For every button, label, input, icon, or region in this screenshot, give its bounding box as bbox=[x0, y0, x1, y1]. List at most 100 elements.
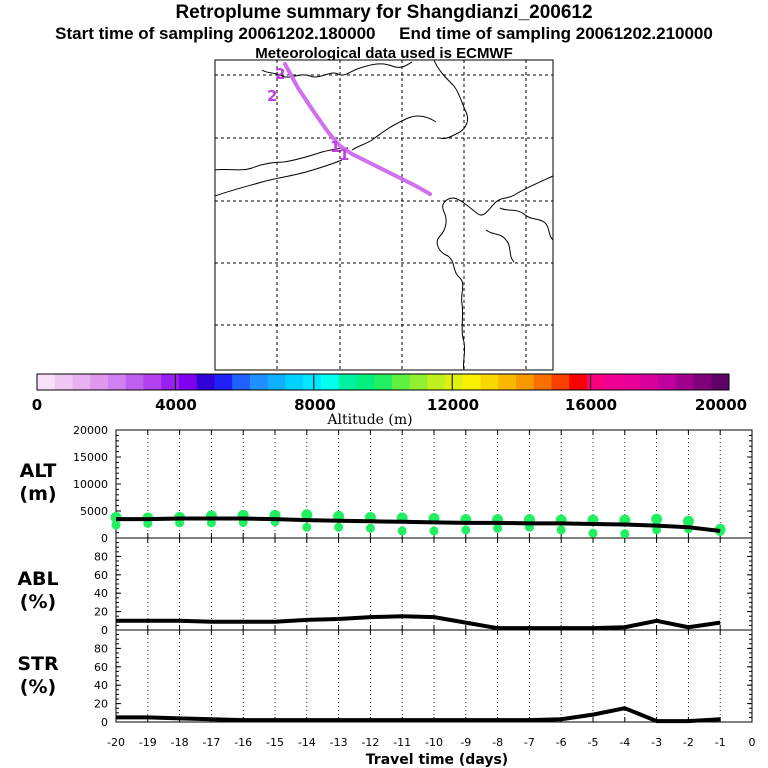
colorbar-swatch bbox=[125, 374, 144, 390]
map-graticule bbox=[215, 60, 553, 370]
colorbar-swatch bbox=[462, 374, 482, 390]
y-tick-label: 0 bbox=[101, 624, 108, 637]
altitude-point bbox=[175, 518, 185, 528]
x-tick-label: -3 bbox=[651, 736, 662, 749]
altitude-point bbox=[493, 523, 503, 533]
y-tick-label: 0 bbox=[101, 532, 108, 545]
colorbar-swatch bbox=[640, 374, 659, 390]
x-tick-label: -16 bbox=[234, 736, 252, 749]
trajectory-marker: 1 bbox=[339, 146, 349, 164]
colorbar-swatch bbox=[143, 374, 162, 390]
alt-unit-label: (m) bbox=[19, 483, 56, 505]
x-tick-label: -10 bbox=[425, 736, 443, 749]
colorbar-swatch bbox=[516, 374, 535, 390]
x-tick-label: 0 bbox=[749, 736, 756, 749]
colorbar-swatch bbox=[214, 374, 233, 390]
sampling-times: Start time of sampling 20061202.180000 E… bbox=[0, 24, 768, 44]
x-axis-title: Travel time (days) bbox=[366, 752, 508, 768]
x-tick-label: -2 bbox=[683, 736, 694, 749]
colorbar-swatch bbox=[232, 374, 251, 390]
x-tick-label: -20 bbox=[107, 736, 125, 749]
colorbar-swatch bbox=[409, 374, 428, 390]
alt-series-line bbox=[116, 516, 721, 533]
colorbar-swatch bbox=[569, 374, 588, 390]
colorbar-tick: 4000 bbox=[155, 396, 197, 414]
trajectory-markers: 2 2 1 1 bbox=[267, 65, 349, 164]
colorbar-swatch bbox=[303, 374, 322, 390]
x-tick-label: -8 bbox=[492, 736, 503, 749]
altitude-point bbox=[620, 529, 630, 539]
colorbar-swatch bbox=[604, 374, 624, 390]
altitude-point bbox=[588, 528, 598, 538]
map-panel: 2 2 1 1 bbox=[214, 59, 554, 371]
altitude-point bbox=[556, 525, 566, 535]
sampling-start: Start time of sampling 20061202.180000 bbox=[55, 24, 376, 43]
colorbar-swatch bbox=[675, 374, 695, 390]
x-tick-label: -14 bbox=[298, 736, 316, 749]
coastline-north bbox=[261, 61, 413, 78]
colorbar-swatch bbox=[285, 374, 304, 390]
y-tick-label: 60 bbox=[94, 569, 108, 582]
y-tick-label: 80 bbox=[94, 642, 108, 655]
chart-title: Retroplume summary for Shangdianzi_20061… bbox=[175, 2, 593, 23]
colorbar-swatch bbox=[178, 374, 198, 390]
colorbar-swatch bbox=[374, 374, 393, 390]
trajectory-marker: 1 bbox=[330, 138, 340, 156]
y-tick-label: 40 bbox=[94, 679, 108, 692]
altitude-point bbox=[206, 518, 216, 528]
colorbar-swatch bbox=[711, 374, 730, 390]
altitude-point bbox=[365, 523, 375, 533]
y-tick-label: 0 bbox=[101, 716, 108, 729]
colorbar-tick: 8000 bbox=[294, 396, 336, 414]
y-tick-label: 20 bbox=[94, 606, 108, 619]
colorbar-tick: 0 bbox=[32, 396, 42, 414]
sampling-end: End time of sampling 20061202.210000 bbox=[399, 24, 713, 43]
colorbar-swatch bbox=[391, 374, 411, 390]
y-tick-label: 60 bbox=[94, 661, 108, 674]
altitude-point bbox=[682, 515, 694, 527]
altitude-point bbox=[397, 526, 407, 536]
x-tick-label: -13 bbox=[330, 736, 348, 749]
str-series-line bbox=[116, 706, 721, 724]
altitude-point bbox=[651, 513, 663, 525]
colorbar-swatch bbox=[72, 374, 91, 390]
coastline-east bbox=[436, 175, 554, 371]
colorbar-swatch bbox=[551, 374, 570, 390]
abl-panel-label: ABL bbox=[17, 568, 58, 590]
colorbar-swatch bbox=[498, 374, 517, 390]
colorbar-swatch bbox=[54, 374, 73, 390]
abl-unit-label: (%) bbox=[20, 591, 56, 613]
str-unit-label: (%) bbox=[20, 676, 56, 698]
colorbar-tick: 16000 bbox=[565, 396, 617, 414]
colorbar-swatch bbox=[338, 374, 357, 390]
colorbar-swatch bbox=[107, 374, 127, 390]
map-coastlines bbox=[214, 59, 554, 371]
colorbar-tick: 20000 bbox=[695, 396, 747, 414]
colorbar-swatch bbox=[658, 374, 677, 390]
y-tick-label: 15000 bbox=[73, 451, 108, 464]
colorbar-swatch bbox=[267, 374, 286, 390]
colorbar-swatch bbox=[445, 374, 464, 390]
x-tick-label: -11 bbox=[393, 736, 411, 749]
map-frame bbox=[214, 59, 554, 371]
y-tick-label: 80 bbox=[94, 550, 108, 563]
colorbar-swatch bbox=[480, 374, 499, 390]
trajectory: 2 2 1 1 bbox=[267, 62, 432, 196]
colorbar-swatch bbox=[196, 374, 215, 390]
x-tick-label: -7 bbox=[524, 736, 535, 749]
colorbar-tick: 12000 bbox=[427, 396, 479, 414]
colorbar-swatch bbox=[587, 374, 606, 390]
colorbar-swatch bbox=[427, 374, 446, 390]
trajectory-marker: 2 bbox=[275, 65, 285, 83]
altitude-point bbox=[301, 509, 313, 521]
colorbar-swatch bbox=[533, 374, 553, 390]
str-panel-label: STR bbox=[17, 653, 59, 675]
y-tick-label: 20000 bbox=[73, 424, 108, 437]
coastline-northeast bbox=[433, 59, 469, 139]
colorbar-title: Altitude (m) bbox=[326, 412, 412, 428]
altitude-point bbox=[334, 522, 344, 532]
x-tick-label: -5 bbox=[588, 736, 599, 749]
boundary-east bbox=[351, 115, 437, 151]
trajectory-marker: 2 bbox=[267, 87, 277, 105]
abl-series-line bbox=[116, 614, 721, 631]
